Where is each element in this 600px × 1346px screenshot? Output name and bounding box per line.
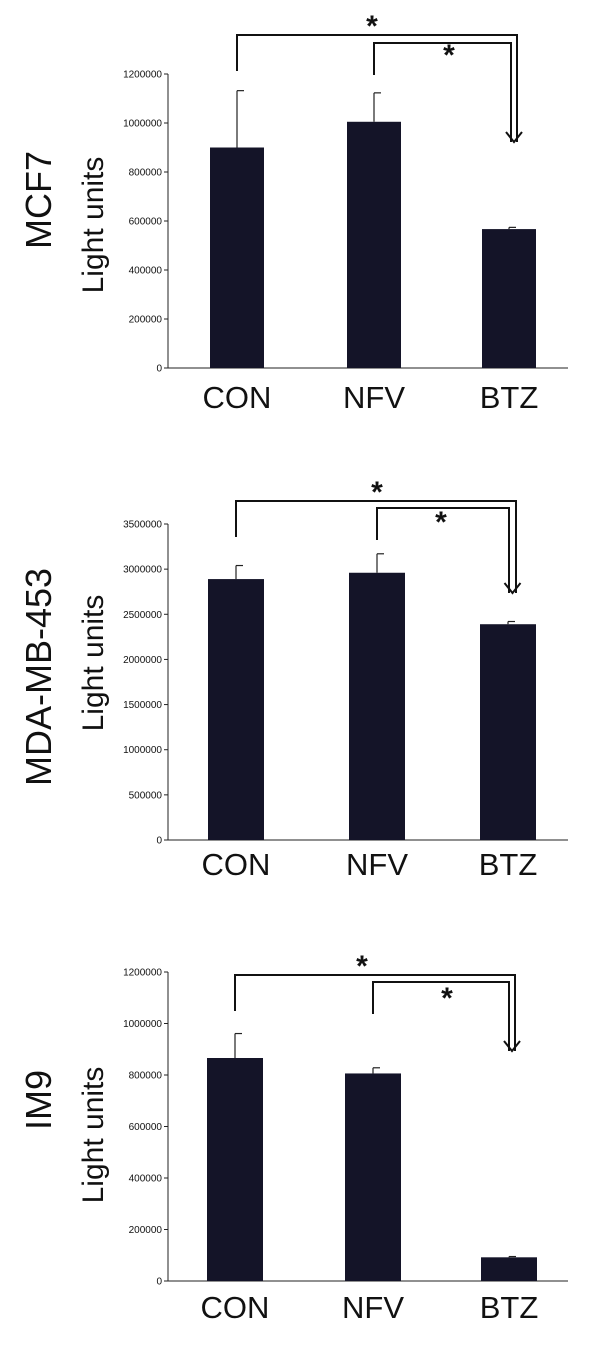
bar-btz — [480, 624, 536, 840]
significance-star-inner-im9: * — [441, 982, 453, 1015]
y-tick-label: 400000 — [129, 266, 163, 277]
bar-chart-mda-mb-453: 0 500000 1000000 1500000 2000000 2500000 30000… — [123, 500, 568, 882]
category-label-btz: BTZ — [480, 1290, 539, 1325]
y-tick-label: 1000000 — [123, 745, 162, 756]
row-label-mda-mb-453: MDA-MB-453 — [18, 568, 59, 786]
row-label-im9: IM9 — [18, 1070, 59, 1130]
y-tick-label: 2000000 — [123, 655, 162, 666]
y-axis-label-mcf7: Light units — [77, 157, 110, 294]
bar-nfv — [345, 1073, 401, 1281]
category-label-nfv: NFV — [343, 380, 405, 415]
y-tick-label: 1200000 — [123, 968, 162, 979]
significance-star-outer-mcf7: * — [366, 10, 378, 43]
row-label-mcf7: MCF7 — [18, 151, 59, 249]
y-tick-label: 600000 — [129, 217, 163, 228]
bar-chart-im9: 0 200000 400000 600000 800000 1000000 1200000 C… — [123, 968, 568, 1325]
y-axis-label-mda-mb-453: Light units — [77, 595, 110, 732]
bar-btz — [481, 1257, 537, 1281]
significance-bracket-inner — [372, 981, 510, 1051]
bar-con — [207, 1058, 263, 1281]
category-label-con: CON — [202, 847, 271, 882]
significance-arrowhead — [503, 582, 522, 595]
y-tick-label: 2500000 — [123, 610, 162, 621]
y-tick-label: 200000 — [129, 1225, 163, 1236]
significance-bracket-inner — [373, 42, 512, 142]
significance-star-inner-mda-mb-453: * — [435, 506, 447, 539]
category-label-btz: BTZ — [480, 380, 539, 415]
category-label-nfv: NFV — [342, 1290, 404, 1325]
bar-chart-mcf7: 0 200000 400000 600000 800000 1000000 1200000 C… — [123, 34, 568, 415]
significance-star-outer-mda-mb-453: * — [371, 476, 383, 509]
significance-bracket-outer — [236, 34, 518, 142]
bar-con — [210, 147, 264, 368]
panel-im9: IM9 Light units * * 0 200000 400000 600000 8… — [18, 950, 568, 1325]
significance-arrowhead — [505, 131, 523, 144]
y-tick-label: 1500000 — [123, 700, 162, 711]
significance-arrowhead — [503, 1040, 521, 1053]
significance-bracket-outer — [234, 974, 516, 1051]
y-tick-label: 0 — [156, 1277, 162, 1288]
y-tick-label: 200000 — [129, 315, 163, 326]
y-tick-label: 800000 — [129, 168, 163, 179]
y-tick-label: 800000 — [129, 1071, 163, 1082]
significance-star-inner-mcf7: * — [443, 39, 455, 72]
category-label-con: CON — [203, 380, 272, 415]
y-tick-label: 1000000 — [123, 1019, 162, 1030]
bar-btz — [482, 229, 536, 368]
y-tick-label: 400000 — [129, 1174, 163, 1185]
y-axis-label-im9: Light units — [77, 1067, 110, 1204]
bar-nfv — [349, 572, 405, 840]
category-label-nfv: NFV — [346, 847, 408, 882]
significance-bracket-outer — [235, 500, 517, 593]
y-tick-label: 600000 — [129, 1122, 163, 1133]
y-tick-label: 0 — [156, 836, 162, 847]
significance-star-outer-im9: * — [356, 950, 368, 983]
bar-con — [208, 579, 264, 840]
category-label-btz: BTZ — [479, 847, 538, 882]
category-label-con: CON — [201, 1290, 270, 1325]
y-tick-label: 1200000 — [123, 70, 162, 81]
y-tick-label: 0 — [156, 364, 162, 375]
panel-mcf7: MCF7 Light units * * 0 200000 400000 600000… — [18, 10, 568, 415]
y-tick-label: 3000000 — [123, 565, 162, 576]
y-tick-label: 3500000 — [123, 520, 162, 531]
significance-bracket-inner — [376, 507, 510, 593]
y-tick-label: 500000 — [129, 790, 163, 801]
y-tick-label: 1000000 — [123, 119, 162, 130]
bar-nfv — [347, 121, 401, 369]
panel-mda-mb-453: MDA-MB-453 Light units * * 0 500000 100000… — [18, 476, 568, 882]
